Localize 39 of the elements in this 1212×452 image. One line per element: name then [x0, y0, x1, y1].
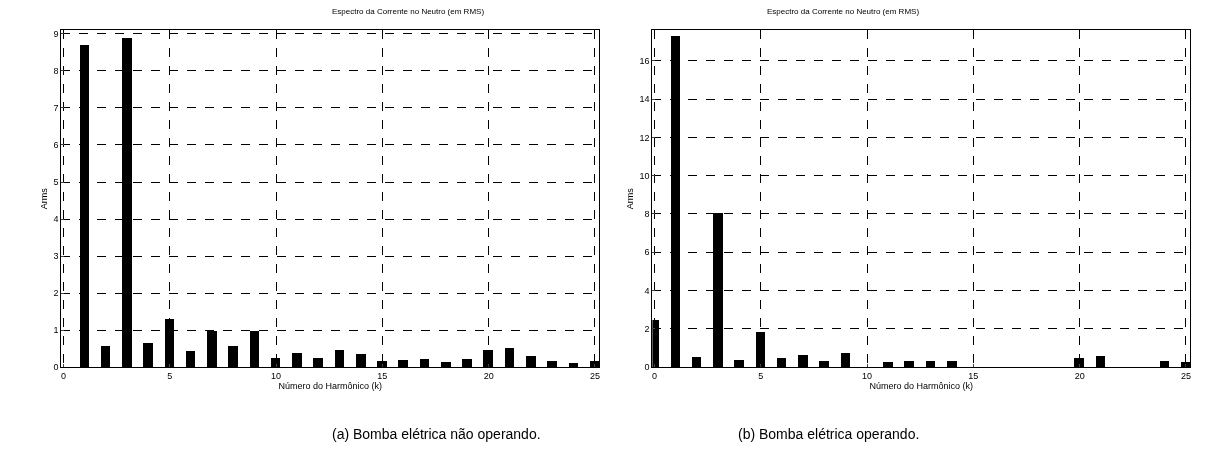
y-tick-label: 2 — [644, 324, 650, 335]
y-tick-label: 9 — [53, 29, 59, 40]
x-tick-label: 10 — [271, 370, 282, 381]
chart-title: Espectro da Corrente no Neutro (em RMS) — [767, 7, 920, 16]
y-tick-label: 8 — [644, 209, 650, 220]
x-tick-label: 20 — [1074, 370, 1085, 381]
y-tick-label: 4 — [644, 285, 650, 296]
y-tick-label: 4 — [53, 214, 59, 225]
y-tick-label: 0 — [644, 362, 650, 373]
y-tick-label: 7 — [53, 103, 59, 114]
x-axis-title: Número do Harmônico (k) — [869, 380, 974, 391]
y-tick-label: 12 — [639, 132, 650, 143]
y-axis-title: Arms — [38, 187, 49, 210]
y-tick-label: 6 — [53, 140, 59, 151]
y-tick-label: 6 — [644, 247, 650, 258]
x-tick-label: 15 — [968, 370, 979, 381]
x-axis-title: Número do Harmônico (k) — [278, 380, 383, 391]
y-tick-label: 5 — [53, 177, 59, 188]
x-tick-label: 5 — [167, 370, 173, 381]
y-tick-label: 8 — [53, 66, 59, 77]
y-tick-label: 0 — [53, 362, 59, 373]
x-tick-label: 25 — [589, 370, 600, 381]
y-axis-title: Arms — [624, 187, 635, 210]
x-tick-label: 0 — [651, 370, 658, 381]
x-tick-label: 5 — [758, 370, 764, 381]
y-tick-label: 16 — [639, 55, 650, 66]
y-tick-label: 10 — [639, 170, 650, 181]
text: (a) Bomba elétrica não operando. — [332, 426, 541, 442]
x-tick-label: 25 — [1180, 370, 1191, 381]
x-tick-label: 20 — [483, 370, 494, 381]
y-tick-label: 3 — [53, 251, 59, 262]
x-tick-label: 10 — [862, 370, 873, 381]
y-tick-label: 1 — [53, 325, 59, 336]
y-tick-label: 2 — [53, 288, 59, 299]
chart-title: Espectro da Corrente no Neutro (em RMS) — [332, 7, 485, 16]
x-tick-label: 0 — [60, 370, 67, 381]
text: (b) Bomba elétrica operando. — [738, 426, 920, 442]
y-tick-label: 14 — [639, 94, 650, 105]
x-tick-label: 15 — [377, 370, 388, 381]
